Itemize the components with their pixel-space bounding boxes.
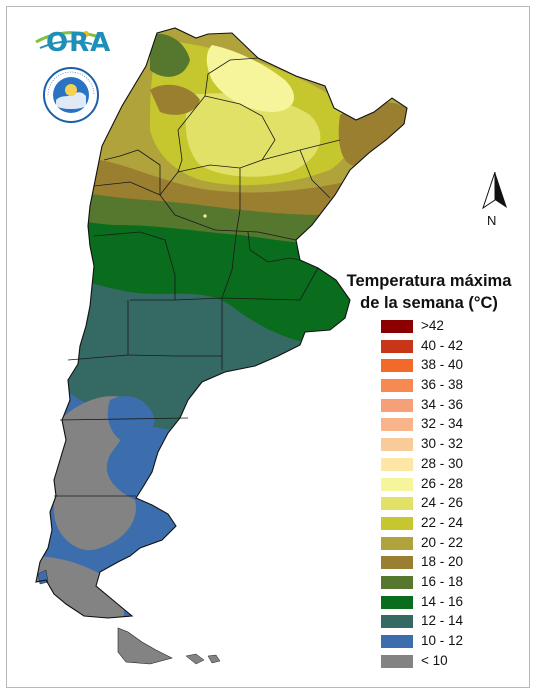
legend-label: 20 - 22 [421, 534, 464, 550]
legend-label: 22 - 24 [421, 514, 464, 530]
legend-swatch [381, 320, 413, 333]
tierra-del-fuego-island [117, 627, 173, 665]
legend-label: 12 - 14 [421, 613, 464, 629]
legend-swatch [381, 359, 413, 373]
legend-swatch [381, 536, 413, 550]
legend-swatch [381, 497, 413, 511]
legend-swatch [381, 477, 413, 491]
legend-label: 38 - 40 [421, 357, 464, 373]
legend-swatch [381, 398, 413, 412]
legend-label: 16 - 18 [421, 573, 464, 589]
map-frame [6, 6, 530, 688]
legend-swatch [381, 635, 413, 648]
legend-label: 40 - 42 [421, 337, 464, 353]
locality-marker [203, 214, 207, 218]
legend-label: 28 - 30 [421, 455, 464, 471]
legend-swatch [381, 595, 413, 609]
legend-label: 36 - 38 [421, 377, 464, 393]
legend-title-line2: de la semana (°C) [360, 294, 498, 312]
ora-logo-swoosh [35, 31, 97, 49]
legend-swatch [381, 339, 413, 353]
legend-label: 24 - 26 [421, 495, 464, 511]
legend-title-line1: Temperatura máxima [346, 272, 512, 290]
islet [207, 654, 221, 664]
smn-seal-icon [43, 67, 99, 123]
legend-swatch [381, 575, 413, 589]
legend-label: 10 - 12 [421, 633, 464, 648]
legend-label: 18 - 20 [421, 554, 464, 570]
legend-swatch [381, 457, 413, 471]
ora-logo-text: ORA [46, 28, 112, 58]
legend-label: 26 - 28 [421, 475, 464, 491]
islet [185, 653, 205, 665]
legend-swatch [381, 418, 413, 432]
legend-swatch [381, 379, 413, 393]
legend-label: 34 - 36 [421, 396, 464, 412]
north-arrow-icon [482, 171, 507, 210]
legend-title: Temperatura máxima de la semana (°C) [344, 270, 514, 314]
legend-swatch [381, 438, 413, 452]
legend-swatch [381, 654, 413, 668]
legend-label: < 10 [421, 652, 448, 668]
legend-label: 30 - 32 [421, 436, 464, 452]
legend-swatch [381, 615, 413, 629]
legend-label: 32 - 34 [421, 416, 464, 432]
legend-swatch [381, 516, 413, 530]
ora-logo: ORA [34, 26, 110, 60]
legend-label: >42 [421, 318, 444, 333]
legend-label: 14 - 16 [421, 593, 464, 609]
legend-swatch [381, 556, 413, 570]
north-label: N [487, 213, 497, 228]
